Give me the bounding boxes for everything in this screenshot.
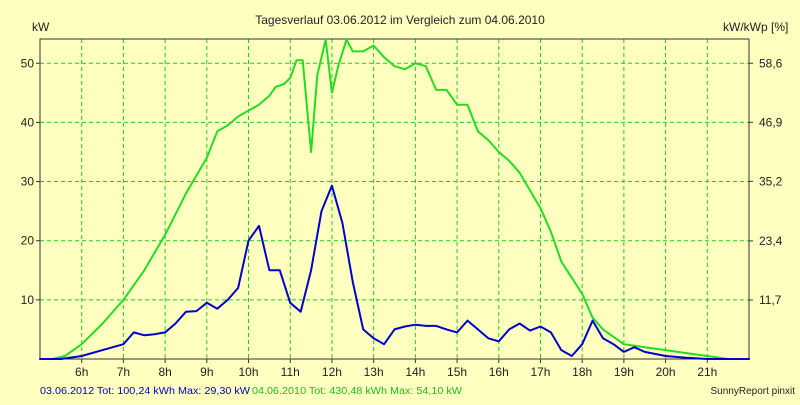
axis-ticks: 6h 7h 8h 9h 10h 11h 12h 13h 14h 15h 16h 17h 18h 19h 20… — [21, 56, 783, 379]
y-tick-label-left: 10 — [21, 293, 35, 307]
series-line-blue — [39, 184, 750, 360]
y-tick-label-right: 46,9 — [759, 115, 783, 129]
y-tick-label-left: 40 — [21, 115, 35, 129]
x-tick-label: 19h — [614, 365, 634, 379]
y-tick-label-right: 35,2 — [759, 174, 783, 188]
y-tick-label-left: 30 — [21, 175, 35, 189]
x-tick-label: 18h — [572, 365, 592, 379]
series — [39, 38, 750, 360]
footer-series-green: 04.06.2010 Tot: 430,48 kWh Max: 54,10 kW — [252, 386, 463, 397]
y-tick-label-left: 20 — [21, 234, 35, 248]
y-tick-label-left: 50 — [21, 56, 35, 70]
plot-frame — [39, 38, 750, 360]
footer-credit: SunnyReport pinxit — [711, 386, 796, 397]
x-tick-label: 16h — [489, 365, 509, 379]
x-tick-label: 17h — [530, 365, 550, 379]
x-tick-label: 11h — [281, 365, 300, 379]
x-tick-label: 21h — [697, 365, 717, 379]
y-axis-label-right: kW/kWp [%] — [723, 20, 788, 34]
chart-title: Tagesverlauf 03.06.2012 im Vergleich zum… — [255, 13, 545, 27]
x-tick-label: 15h — [447, 365, 467, 379]
x-tick-label: 8h — [158, 365, 171, 379]
y-tick-label-right: 23,4 — [759, 234, 783, 248]
x-tick-label: 14h — [405, 365, 425, 379]
y-axis-label-left: kW — [32, 20, 50, 34]
x-tick-label: 13h — [364, 365, 384, 379]
x-tick-label: 20h — [656, 365, 676, 379]
y-tick-label-right: 58,6 — [759, 56, 783, 70]
x-tick-label: 10h — [239, 365, 259, 379]
y-tick-label-right: 11,7 — [759, 293, 782, 307]
x-tick-label: 7h — [117, 365, 130, 379]
grid — [40, 39, 749, 359]
x-tick-label: 6h — [75, 365, 88, 379]
x-tick-label: 12h — [322, 365, 342, 379]
series-line-green — [39, 38, 750, 360]
x-tick-label: 9h — [200, 365, 213, 379]
footer-series-blue: 03.06.2012 Tot: 100,24 kWh Max: 29,30 kW — [40, 386, 251, 397]
